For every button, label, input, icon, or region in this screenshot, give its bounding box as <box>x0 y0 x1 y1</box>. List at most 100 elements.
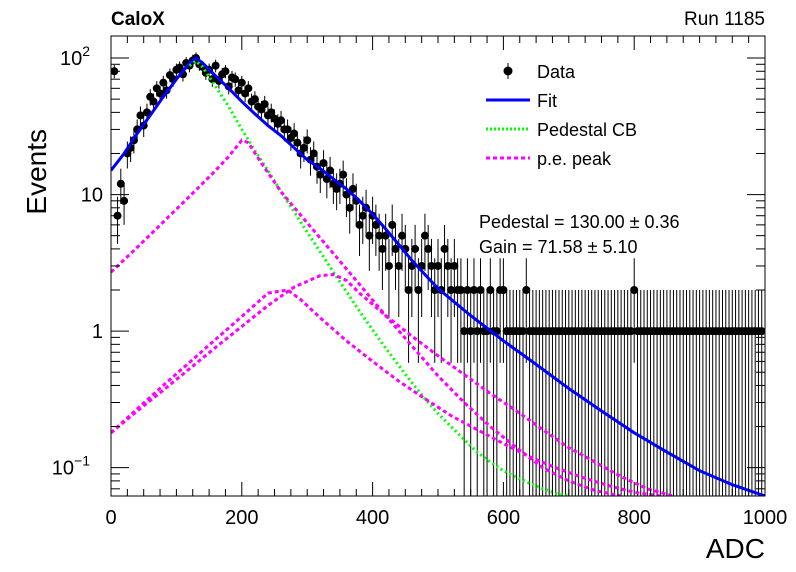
data-point <box>398 231 407 240</box>
y-tick-label: 1 <box>92 321 103 343</box>
data-point <box>316 170 325 179</box>
data-point <box>358 211 367 220</box>
data-point <box>260 100 269 109</box>
run-label: Run 1185 <box>684 9 765 30</box>
data-point <box>326 166 335 175</box>
p-e-peak-3-line <box>111 272 674 496</box>
legend-label: p.e. peak <box>537 149 612 169</box>
data-point <box>175 63 184 72</box>
data-point <box>476 286 485 295</box>
data-point <box>434 261 442 270</box>
data-point <box>378 244 387 253</box>
data-point <box>116 179 125 188</box>
data-point <box>394 261 403 270</box>
data-point <box>443 261 452 270</box>
y-tick-label: 10 <box>81 185 103 207</box>
x-tick-label: 200 <box>225 507 258 529</box>
data-point <box>339 170 348 179</box>
data-point <box>519 327 528 336</box>
pedestal-stat: Pedestal = 130.00 ± 0.36 <box>479 212 680 232</box>
data-point <box>384 261 393 270</box>
fit-line <box>111 56 765 496</box>
data-point <box>391 244 400 253</box>
x-axis-title: ADC <box>706 533 765 564</box>
data-point <box>466 327 475 336</box>
data-point <box>348 184 357 193</box>
data-point <box>463 286 472 295</box>
data-point <box>234 86 243 95</box>
experiment-label: CaloX <box>111 9 165 30</box>
data-point <box>293 138 302 147</box>
data-point <box>427 261 436 270</box>
data-point <box>277 116 286 125</box>
plot-area <box>111 52 765 496</box>
data-point <box>450 261 459 270</box>
data-point <box>424 244 433 253</box>
data-point <box>309 149 318 158</box>
legend-item: Pedestal CB <box>486 120 637 140</box>
data-point <box>283 125 292 134</box>
data-point <box>460 327 469 336</box>
data-point <box>136 111 145 120</box>
x-tick-label: 1000 <box>743 507 788 529</box>
data-point <box>299 143 308 152</box>
y-axis: 10−1 1 10 102 <box>52 43 765 490</box>
data-point <box>244 84 253 93</box>
y-tick-label: 102 <box>60 43 90 70</box>
data-point <box>355 220 364 229</box>
legend-item: Fit <box>486 91 557 111</box>
gain-stat: Gain = 71.58 ± 5.10 <box>479 237 638 257</box>
data-point <box>365 231 374 240</box>
legend-item: Data <box>503 62 576 82</box>
data-point <box>414 286 423 295</box>
data-points <box>111 52 765 496</box>
data-point <box>250 95 259 104</box>
x-tick-label: 800 <box>618 507 651 529</box>
legend: Data Fit Pedestal CB p.e. peak <box>486 62 637 169</box>
data-point <box>522 286 531 295</box>
data-point <box>345 203 354 212</box>
data-point <box>142 108 151 117</box>
data-point <box>156 89 165 98</box>
data-point <box>473 327 482 336</box>
legend-label: Data <box>537 62 576 82</box>
data-point <box>371 220 380 229</box>
data-point <box>237 78 246 87</box>
data-point <box>626 327 635 336</box>
data-point <box>149 97 158 106</box>
data-point <box>303 136 312 145</box>
data-point <box>319 159 328 168</box>
data-point <box>211 61 220 70</box>
data-point <box>440 244 449 253</box>
legend-marker <box>503 66 513 76</box>
data-point <box>456 286 465 295</box>
y-axis-title: Events <box>21 129 52 215</box>
data-point <box>375 231 384 240</box>
legend-label: Fit <box>537 91 557 111</box>
legend-item: p.e. peak <box>486 149 612 169</box>
data-point <box>388 220 397 229</box>
data-point <box>447 286 456 295</box>
x-tick-label: 600 <box>487 507 520 529</box>
data-point <box>290 129 299 138</box>
data-point <box>486 286 495 295</box>
data-point <box>499 286 508 295</box>
data-point <box>231 75 240 84</box>
data-point <box>267 108 276 117</box>
legend-label: Pedestal CB <box>537 120 637 140</box>
data-point <box>411 244 420 253</box>
x-tick-label: 400 <box>356 507 389 529</box>
data-point <box>221 67 230 76</box>
data-point <box>420 231 429 240</box>
data-point <box>159 78 168 87</box>
pedestal-cb-line <box>188 59 570 496</box>
data-point <box>120 196 129 205</box>
x-tick-label: 0 <box>105 507 116 529</box>
data-point <box>208 75 217 84</box>
data-point <box>630 286 639 295</box>
y-tick-label: 10−1 <box>52 453 90 480</box>
data-point <box>469 286 478 295</box>
p-e-peak-2-line <box>111 288 661 496</box>
data-point <box>404 286 413 295</box>
